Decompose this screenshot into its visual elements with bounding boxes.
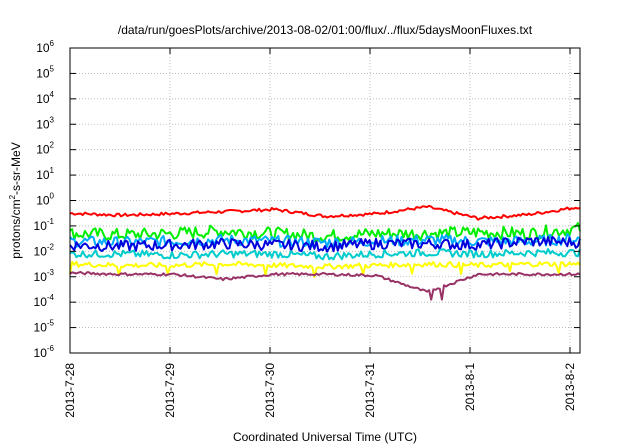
x-tick-label: 2013-7-28 (63, 363, 77, 418)
y-tick-label: 10-6 (34, 344, 55, 360)
y-tick-label: 10-3 (34, 268, 55, 284)
y-tick-label: 10-2 (34, 242, 55, 258)
y-tick-label: 10-5 (34, 319, 55, 335)
series-line (69, 271, 581, 301)
x-tick-label: 2013-7-29 (163, 363, 177, 418)
series-layer (69, 204, 581, 301)
grid (69, 47, 580, 354)
x-tick-label: 2013-8-2 (563, 363, 577, 411)
series-line (69, 235, 581, 253)
y-tick-label: 106 (36, 39, 54, 55)
series-line (69, 233, 581, 249)
x-tick-label: 2013-7-31 (363, 363, 377, 418)
axis-ticks: 10-6 10-5 10-4 10-3 10-2 10-1 100 101 102 103 104 1… (34, 39, 580, 418)
chart-title: /data/run/goesPlots/archive/2013-08-02/0… (118, 23, 533, 37)
series-line (69, 248, 581, 261)
x-axis-label: Coordinated Universal Time (UTC) (233, 430, 417, 444)
y-tick-label: 104 (36, 90, 54, 106)
y-tick-label: 100 (36, 192, 54, 208)
series-line (69, 204, 581, 221)
y-tick-label: 102 (36, 141, 54, 157)
y-tick-label: 10-4 (34, 293, 55, 309)
x-tick-label: 2013-8-1 (463, 363, 477, 411)
y-tick-label: 105 (36, 64, 54, 80)
y-axis-label: protons/cm2-s-sr-MeV (8, 142, 23, 258)
series-line (69, 260, 581, 278)
y-tick-label: 101 (36, 166, 54, 182)
y-tick-label: 103 (36, 115, 54, 131)
x-tick-label: 2013-7-30 (263, 363, 277, 418)
y-tick-label: 10-1 (34, 217, 55, 233)
